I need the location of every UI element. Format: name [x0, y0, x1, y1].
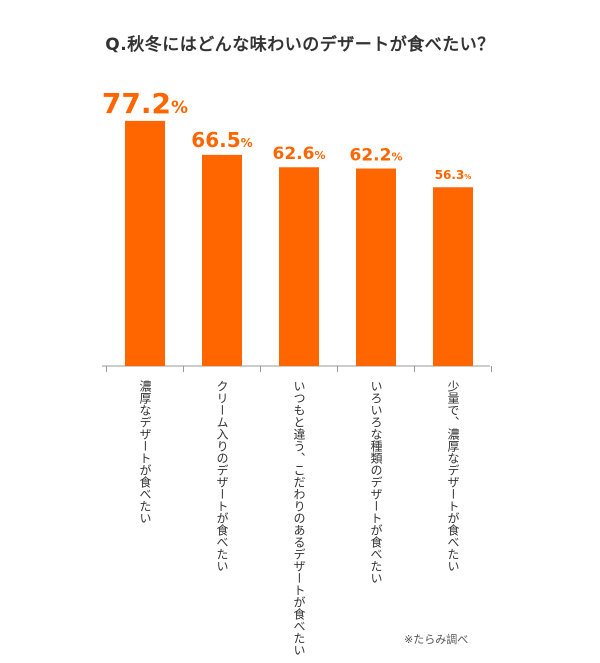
- value-number: 66.5: [191, 128, 240, 152]
- category-label: いろいろな種類のデザートが食べたい: [369, 380, 383, 584]
- value-unit: %: [314, 149, 325, 162]
- value-unit: %: [391, 151, 402, 164]
- value-number: 77.2: [102, 87, 171, 120]
- value-label: 56.3%: [435, 168, 472, 182]
- category-label: クリーム入りのデザートが食べたい: [215, 380, 229, 572]
- category-label: 濃厚なデザートが食べたい: [138, 380, 152, 524]
- value-number: 56.3: [435, 168, 465, 182]
- bar: [279, 167, 319, 366]
- bar: [433, 187, 473, 366]
- value-label: 66.5%: [191, 128, 252, 152]
- source-note: ※たらみ調べ: [404, 633, 469, 646]
- value-label: 62.2%: [350, 146, 403, 166]
- category-label: 少量で、濃厚なデザートが食べたい: [446, 380, 460, 572]
- value-label: 77.2%: [102, 87, 188, 120]
- bar: [125, 120, 165, 366]
- value-number: 62.2: [350, 146, 392, 166]
- value-unit: %: [171, 98, 188, 118]
- chart-title: Q.秋冬にはどんな味わいのデザートが食べたい？: [105, 35, 495, 55]
- value-unit: %: [241, 136, 253, 150]
- value-unit: %: [464, 173, 471, 181]
- bar: [202, 154, 242, 366]
- value-number: 62.6: [273, 144, 315, 164]
- bar: [356, 168, 396, 366]
- value-label: 62.6%: [273, 144, 326, 164]
- category-label: いつもと違う、こだわりのあるデザートが食べたい: [292, 380, 306, 656]
